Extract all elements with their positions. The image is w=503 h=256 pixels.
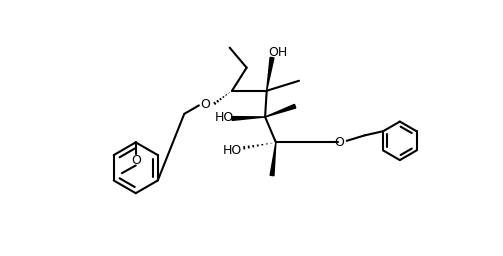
Text: HO: HO [215,111,234,124]
Text: O: O [131,154,141,167]
Text: HO: HO [222,144,241,157]
Polygon shape [270,142,276,176]
Text: O: O [200,98,210,111]
Polygon shape [265,104,296,117]
Polygon shape [232,116,265,120]
Polygon shape [267,57,274,91]
Text: O: O [334,136,344,149]
Text: OH: OH [268,46,287,59]
